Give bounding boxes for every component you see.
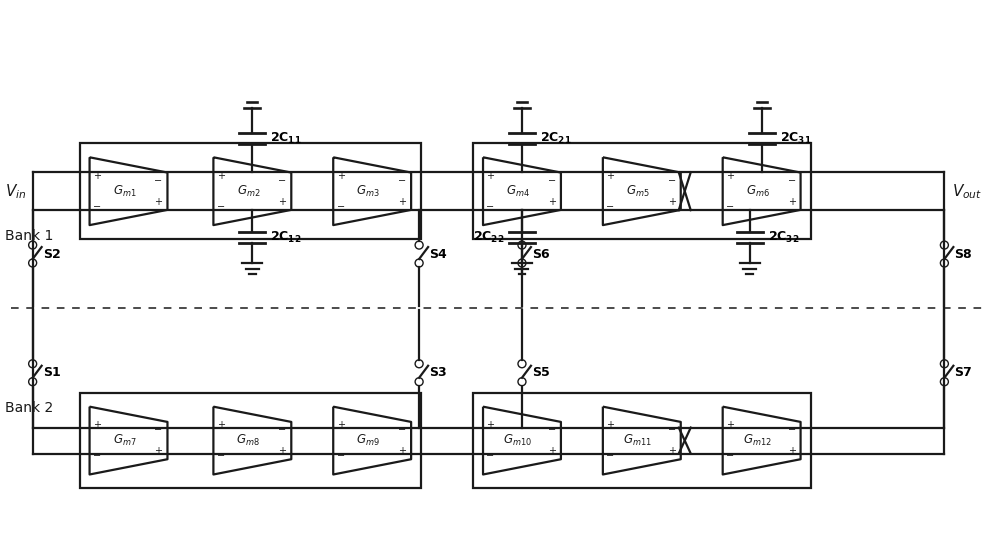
Text: −: − [93,451,101,461]
Text: +: + [606,420,614,430]
Text: +: + [487,170,495,181]
Text: +: + [788,446,796,456]
Text: +: + [487,420,495,430]
Text: $G_{m1}$: $G_{m1}$ [113,183,136,199]
Bar [80,393,421,489]
Text: −: − [668,425,676,435]
Text: S1: S1 [43,366,60,379]
Bar [473,393,811,489]
Text: +: + [93,170,101,181]
Text: +: + [668,446,676,456]
Text: $G_{m5}$: $G_{m5}$ [626,183,650,199]
Text: $G_{m10}$: $G_{m10}$ [503,433,532,448]
Text: $\mathbf{2C_{32}}$: $\mathbf{2C_{32}}$ [768,230,799,245]
Text: $G_{m11}$: $G_{m11}$ [623,433,652,448]
Text: −: − [606,202,614,212]
Text: Bank 2: Bank 2 [5,401,53,414]
Text: $G_{m3}$: $G_{m3}$ [356,183,380,199]
Text: +: + [278,446,286,456]
Text: $G_{m4}$: $G_{m4}$ [506,183,530,199]
Text: +: + [398,446,406,456]
Text: $G_{m12}$: $G_{m12}$ [743,433,772,448]
Text: $G_{m8}$: $G_{m8}$ [236,433,260,448]
Text: $G_{m7}$: $G_{m7}$ [113,433,136,448]
Text: −: − [726,202,734,212]
Text: −: − [217,202,225,212]
Text: S5: S5 [532,366,550,379]
Text: −: − [486,202,495,212]
Text: −: − [154,176,163,186]
Text: −: − [337,451,345,461]
Text: −: − [217,451,225,461]
Text: +: + [337,420,345,430]
Text: $G_{m6}$: $G_{m6}$ [746,183,770,199]
Text: $\mathbf{2C_{31}}$: $\mathbf{2C_{31}}$ [780,131,811,146]
Text: +: + [668,197,676,206]
Text: S7: S7 [954,366,972,379]
Text: S8: S8 [954,247,972,260]
Text: $G_{m9}$: $G_{m9}$ [356,433,380,448]
Text: +: + [217,420,225,430]
Text: +: + [726,420,734,430]
Text: −: − [93,202,101,212]
Text: $V_{in}$: $V_{in}$ [5,182,26,200]
Text: +: + [398,197,406,206]
Text: +: + [154,446,162,456]
Text: +: + [93,420,101,430]
Text: +: + [606,170,614,181]
Bar [80,144,421,239]
Text: S4: S4 [429,247,447,260]
Text: S3: S3 [429,366,447,379]
Text: +: + [217,170,225,181]
Text: $V_{out}$: $V_{out}$ [952,182,983,200]
Text: S6: S6 [532,247,550,260]
Text: $G_{m2}$: $G_{m2}$ [237,183,260,199]
Text: Bank 1: Bank 1 [5,229,53,243]
Text: +: + [154,197,162,206]
Text: $\mathbf{2C_{11}}$: $\mathbf{2C_{11}}$ [270,131,302,146]
Text: −: − [278,425,286,435]
Text: −: − [154,425,163,435]
Text: −: − [788,176,796,186]
Bar [473,144,811,239]
Text: −: − [668,176,676,186]
Text: −: − [788,425,796,435]
Text: +: + [788,197,796,206]
Text: $\mathbf{2C_{12}}$: $\mathbf{2C_{12}}$ [270,230,302,245]
Text: −: − [548,425,556,435]
Text: −: − [486,451,495,461]
Text: −: − [398,425,406,435]
Text: −: − [278,176,286,186]
Text: −: − [337,202,345,212]
Text: +: + [548,446,556,456]
Text: $\mathbf{2C_{22}}$: $\mathbf{2C_{22}}$ [473,230,504,245]
Text: +: + [548,197,556,206]
Text: S2: S2 [43,247,60,260]
Text: −: − [606,451,614,461]
Text: +: + [337,170,345,181]
Text: +: + [278,197,286,206]
Text: −: − [548,176,556,186]
Text: $\mathbf{2C_{21}}$: $\mathbf{2C_{21}}$ [540,131,572,146]
Text: −: − [398,176,406,186]
Text: +: + [726,170,734,181]
Text: −: − [726,451,734,461]
